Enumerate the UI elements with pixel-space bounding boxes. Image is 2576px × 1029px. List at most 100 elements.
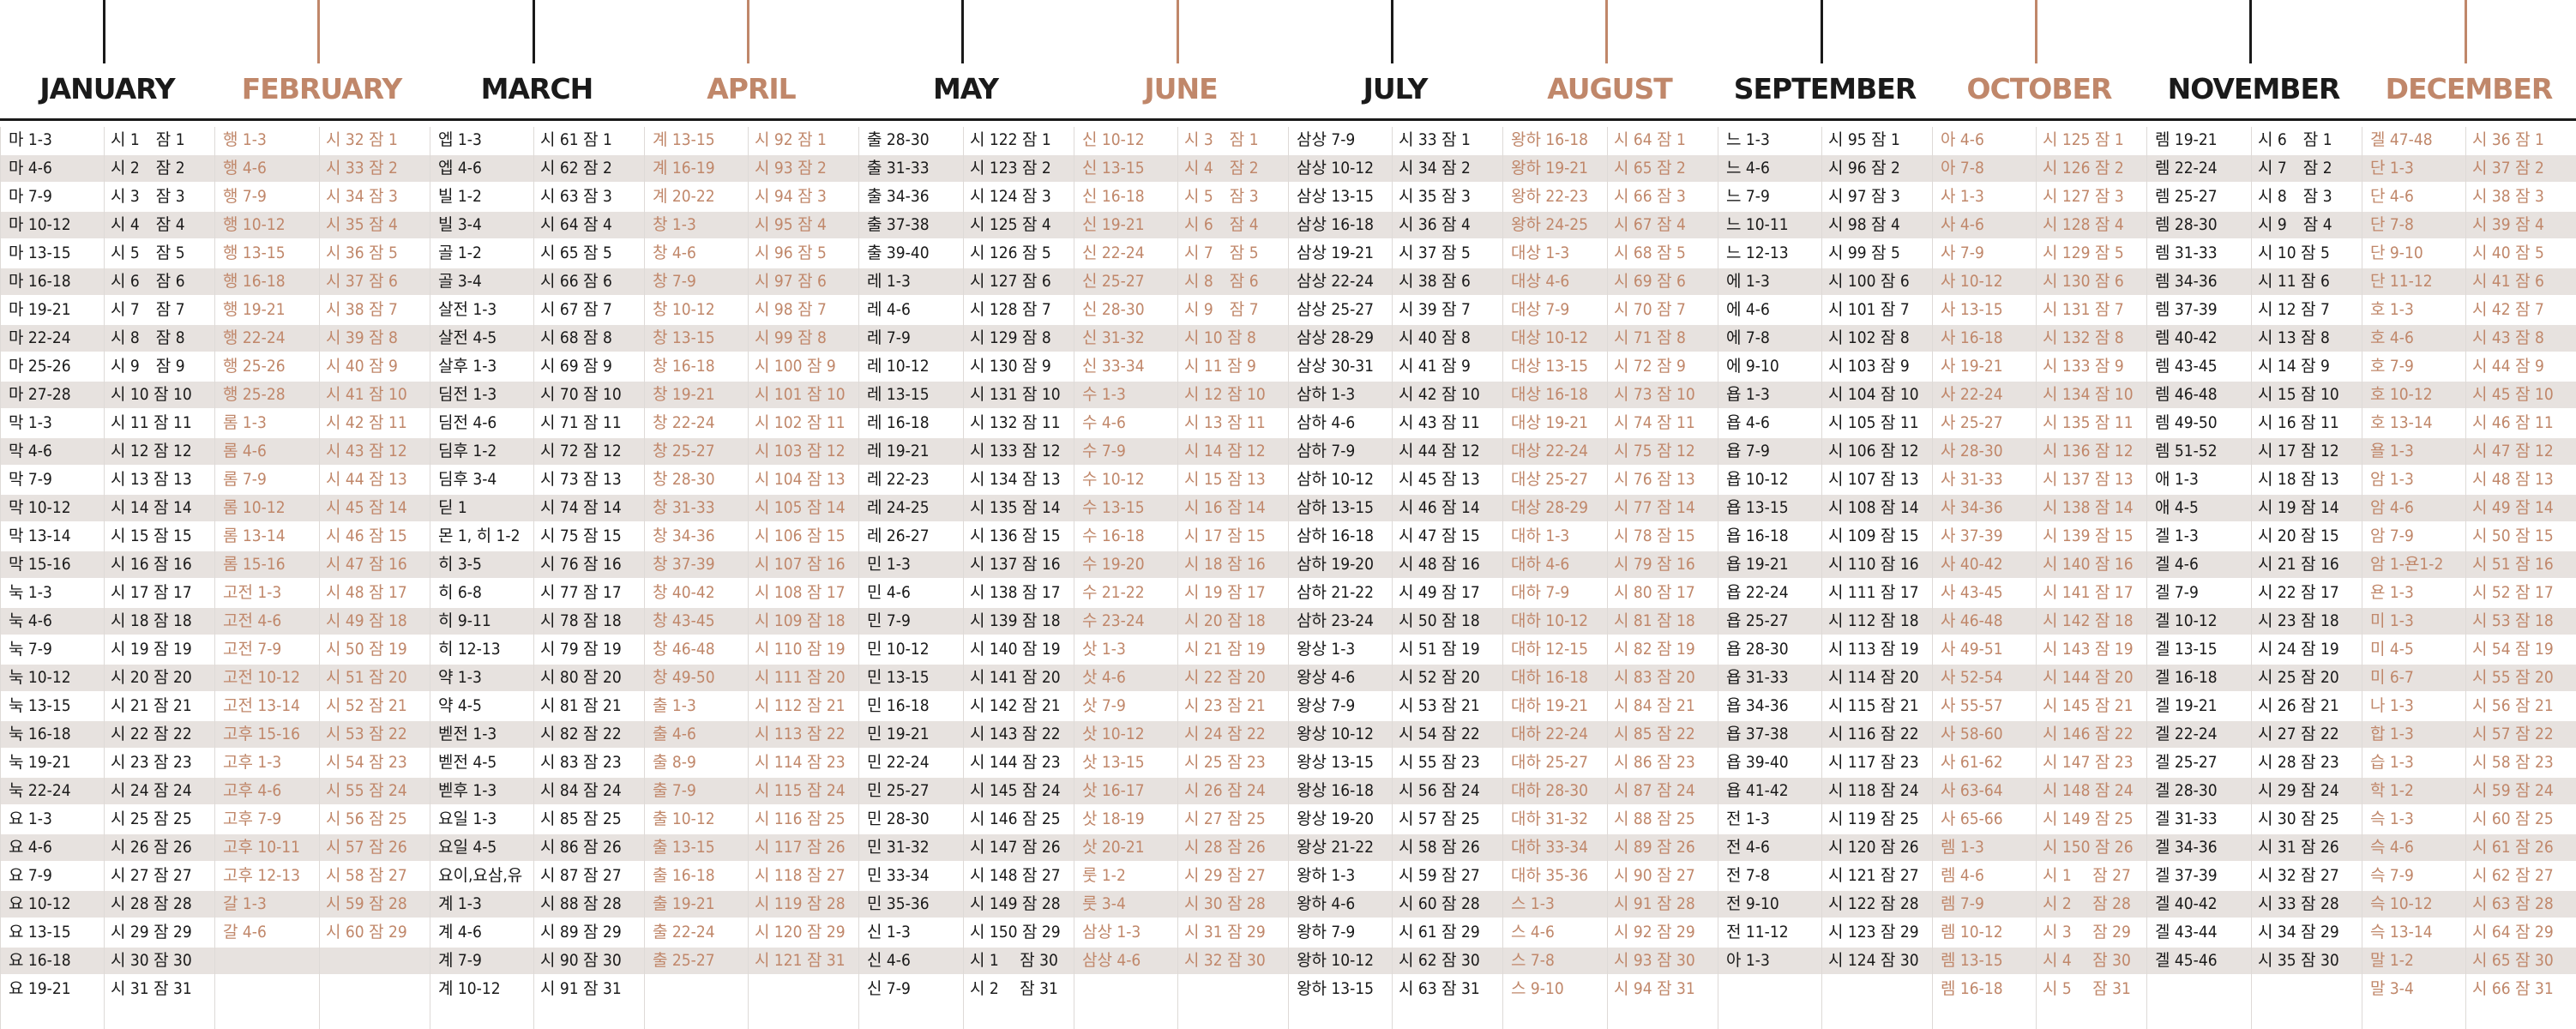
bible-reading: 창 34-36: [653, 527, 715, 545]
column-divider: [319, 127, 320, 1029]
month-tick: [103, 0, 105, 63]
psalm-proverb-reading: 시 76 잠 16: [540, 555, 622, 574]
bible-reading: 느 10-11: [1726, 215, 1789, 234]
psalm-proverb-reading: 시 105 잠 11: [1828, 413, 1919, 432]
bible-reading: 레 26-27: [867, 527, 930, 545]
psalm-proverb-reading: 시 63 잠 3: [540, 187, 612, 206]
psalm-proverb-reading: 시 36 잠 5: [326, 244, 398, 262]
bible-reading: 수 21-22: [1082, 583, 1145, 602]
column-divider: [214, 127, 215, 1029]
psalm-proverb-reading: 시 84 잠 21: [1614, 696, 1695, 715]
psalm-proverb-reading: 시 57 잠 25: [1399, 809, 1480, 828]
bible-reading: 출 22-24: [653, 923, 715, 942]
psalm-proverb-reading: 시 128 잠 4: [2043, 215, 2124, 234]
psalm-proverb-reading: 시 126 잠 5: [970, 244, 1051, 262]
bible-reading: 렘 13-15: [1941, 951, 2003, 970]
bible-reading: 사 4-6: [1941, 215, 1984, 234]
psalm-proverb-reading: 시 73 잠 13: [540, 470, 622, 489]
psalm-proverb-reading: 시 131 잠 7: [2043, 300, 2124, 319]
psalm-proverb-reading: 시 150 잠 26: [2043, 838, 2134, 857]
bible-reading: 전 1-3: [1726, 809, 1770, 828]
bible-reading: 창 22-24: [653, 413, 715, 432]
bible-reading: 출 19-21: [653, 894, 715, 913]
bible-reading: 대하 10-12: [1511, 611, 1589, 630]
bible-reading: 눅 1-3: [9, 583, 52, 602]
bible-reading: 렘 28-30: [2155, 215, 2218, 234]
bible-reading: 고후 15-16: [223, 725, 301, 743]
bible-reading: 왕하 19-21: [1511, 159, 1589, 178]
psalm-proverb-reading: 시 115 잠 24: [755, 781, 846, 800]
bible-reading: 미 6-7: [2370, 668, 2414, 687]
psalm-proverb-reading: 시 49 잠 14: [2472, 498, 2554, 517]
psalm-proverb-reading: 시 70 잠 10: [540, 385, 622, 404]
bible-reading: 요 7-9: [9, 866, 52, 885]
bible-reading: 민 25-27: [867, 781, 930, 800]
bible-reading: 대상 22-24: [1511, 442, 1589, 460]
bible-reading: 요 10-12: [9, 894, 71, 913]
bible-reading: 창 7-9: [653, 272, 696, 291]
psalm-proverb-reading: 시 147 잠 23: [2043, 753, 2134, 772]
psalm-proverb-reading: 시 2 잠 31: [970, 979, 1058, 998]
bible-reading: 사 63-64: [1941, 781, 2003, 800]
column-divider: [1177, 127, 1178, 1029]
psalm-proverb-reading: 시 13 잠 13: [111, 470, 192, 489]
bible-reading: 신 31-32: [1082, 328, 1145, 347]
psalm-proverb-reading: 시 83 잠 23: [540, 753, 622, 772]
bible-reading: 창 16-18: [653, 357, 715, 376]
psalm-proverb-reading: 시 60 잠 28: [1399, 894, 1480, 913]
psalm-proverb-reading: 시 17 잠 17: [111, 583, 192, 602]
bible-reading: 눅 13-15: [9, 696, 71, 715]
bible-reading: 행 10-12: [223, 215, 286, 234]
bible-reading: 슥 10-12: [2370, 894, 2433, 913]
bible-reading: 창 46-48: [653, 640, 715, 659]
bible-reading: 행 16-18: [223, 272, 286, 291]
psalm-proverb-reading: 시 129 잠 8: [970, 328, 1051, 347]
column-divider: [1288, 127, 1289, 1029]
psalm-proverb-reading: 시 87 잠 24: [1614, 781, 1695, 800]
bible-reading: 창 4-6: [653, 244, 696, 262]
psalm-proverb-reading: 시 85 잠 25: [540, 809, 622, 828]
bible-reading: 고전 10-12: [223, 668, 301, 687]
bible-reading: 딤전 4-6: [438, 413, 497, 432]
psalm-proverb-reading: 시 101 잠 7: [1828, 300, 1910, 319]
bible-reading: 욥 1-3: [1726, 385, 1770, 404]
psalm-proverb-reading: 시 60 잠 25: [2472, 809, 2554, 828]
psalm-proverb-reading: 시 4 잠 4: [111, 215, 185, 234]
psalm-proverb-reading: 시 26 잠 21: [2258, 696, 2339, 715]
psalm-proverb-reading: 시 69 잠 6: [1614, 272, 1686, 291]
bible-reading: 왕하 1-3: [1297, 866, 1356, 885]
psalm-proverb-reading: 시 66 잠 31: [2472, 979, 2554, 998]
bible-reading: 렘 49-50: [2155, 413, 2218, 432]
bible-reading: 사 31-33: [1941, 470, 2003, 489]
bible-reading: 습 1-3: [2370, 753, 2414, 772]
bible-reading: 사 19-21: [1941, 357, 2003, 376]
bible-reading: 출 8-9: [653, 753, 696, 772]
bible-reading: 고전 4-6: [223, 611, 282, 630]
psalm-proverb-reading: 시 29 잠 29: [111, 923, 192, 942]
psalm-proverb-reading: 시 1 잠 27: [2043, 866, 2131, 885]
bible-reading: 사 1-3: [1941, 187, 1984, 206]
bible-reading: 레 19-21: [867, 442, 930, 460]
bible-reading: 눅 19-21: [9, 753, 71, 772]
psalm-proverb-reading: 시 46 잠 15: [326, 527, 407, 545]
psalm-proverb-reading: 시 135 잠 14: [970, 498, 1061, 517]
bible-reading: 암 1-욘1-2: [2370, 555, 2444, 574]
bible-reading: 대상 28-29: [1511, 498, 1589, 517]
psalm-proverb-reading: 시 3 잠 1: [1184, 130, 1259, 149]
bible-reading: 겔 16-18: [2155, 668, 2218, 687]
bible-reading: 대하 7-9: [1511, 583, 1570, 602]
bible-reading: 왕하 22-23: [1511, 187, 1589, 206]
psalm-proverb-reading: 시 10 잠 8: [1184, 328, 1256, 347]
psalm-proverb-reading: 시 71 잠 11: [540, 413, 622, 432]
bible-reading: 욜 1-3: [2370, 442, 2414, 460]
month-title: APRIL: [707, 72, 796, 105]
psalm-proverb-reading: 시 122 잠 1: [970, 130, 1051, 149]
bible-reading: 출 16-18: [653, 866, 715, 885]
psalm-proverb-reading: 시 100 잠 6: [1828, 272, 1910, 291]
psalm-proverb-reading: 시 136 잠 15: [970, 527, 1061, 545]
psalm-proverb-reading: 시 149 잠 28: [970, 894, 1061, 913]
bible-reading: 고전 13-14: [223, 696, 301, 715]
psalm-proverb-reading: 시 145 잠 21: [2043, 696, 2134, 715]
psalm-proverb-reading: 시 130 잠 9: [970, 357, 1051, 376]
bible-reading: 렘 37-39: [2155, 300, 2218, 319]
